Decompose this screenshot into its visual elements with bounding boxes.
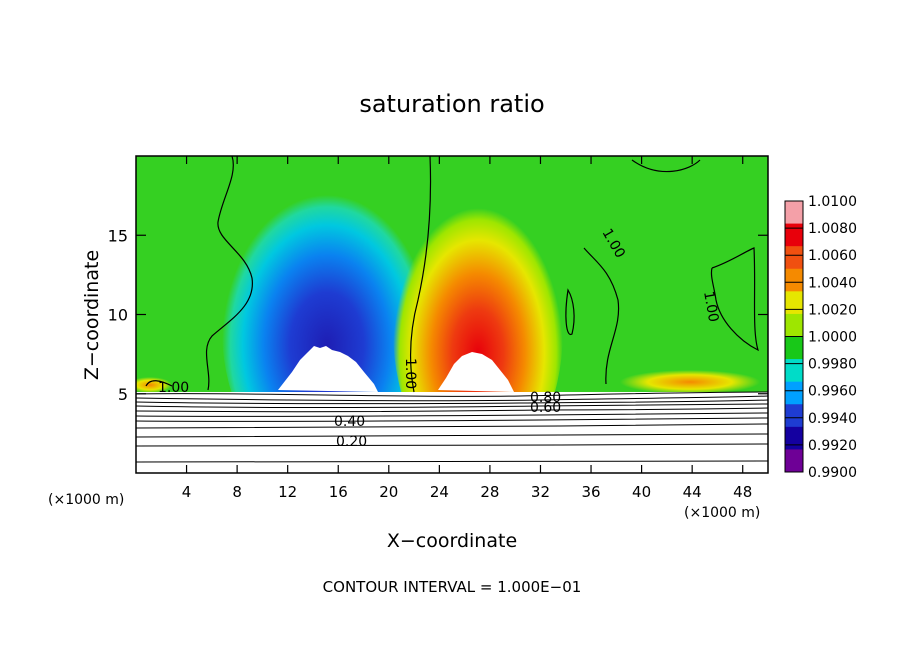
colorbar-swatch (785, 404, 803, 428)
contour-label: 0.80 (530, 390, 561, 406)
colorbar-swatch (785, 449, 803, 473)
colorbar-swatch (785, 381, 803, 405)
x-tick-label: 36 (581, 483, 600, 501)
y-tick-label: 5 (118, 385, 128, 404)
x-tick-label: 16 (329, 483, 348, 501)
colorbar-swatch (785, 313, 803, 337)
colorbar-label: 0.9960 (808, 384, 857, 400)
y-axis-ticks (136, 234, 768, 395)
x-axis-ticks (185, 156, 744, 473)
x-axis-tick-labels: 4 8 12 16 20 24 28 32 36 40 44 48 (182, 483, 752, 501)
y-axis-label: Z−coordinate (81, 250, 103, 380)
clipped-low-region (278, 346, 378, 392)
x-unit-label-left: (×1000 m) (48, 492, 124, 508)
colorbar-swatch (785, 246, 803, 270)
x-unit-label-right: (×1000 m) (684, 505, 760, 521)
contour-label: 1.00 (402, 358, 418, 389)
y-tick-label: 10 (108, 306, 128, 325)
x-tick-label: 12 (278, 483, 297, 501)
colorbar-label: 1.0000 (808, 330, 857, 346)
surface-moist-left (136, 377, 172, 393)
x-tick-label: 4 (182, 483, 192, 501)
chart-title: saturation ratio (359, 90, 544, 118)
y-axis-tick-labels: 5 10 15 (108, 226, 128, 404)
colorbar-swatch (785, 201, 803, 225)
contour-label: 0.40 (334, 414, 365, 430)
x-axis-label: X−coordinate (387, 530, 517, 552)
contours-1.00 (145, 156, 759, 393)
contour-label: 0.20 (336, 434, 367, 450)
colorbar-label: 0.9920 (808, 438, 857, 454)
x-tick-label: 8 (232, 483, 242, 501)
x-tick-label: 40 (632, 483, 651, 501)
contours-lower (136, 391, 768, 463)
colorbar-label: 1.0080 (808, 221, 857, 237)
colorbar-swatch (785, 291, 803, 315)
colorbar-swatch (785, 268, 803, 292)
contour-label: 0.60 (530, 400, 561, 416)
contour-label: 1.00 (700, 290, 721, 323)
x-tick-label: 24 (430, 483, 449, 501)
colorbar-label: 1.0100 (808, 194, 857, 210)
x-tick-label: 48 (733, 483, 752, 501)
y-tick-label: 15 (108, 226, 128, 245)
x-tick-label: 32 (531, 483, 550, 501)
colorbar-swatch (785, 359, 803, 383)
clipped-high-region (438, 352, 514, 392)
colorbar-label: 1.0060 (808, 248, 857, 264)
x-tick-label: 44 (683, 483, 702, 501)
contour-interval-note: CONTOUR INTERVAL = 1.000E−01 (323, 578, 582, 596)
colorbar-swatch (785, 426, 803, 450)
surface-moist-band (620, 370, 760, 394)
colorbar-label: 0.9900 (808, 465, 857, 481)
contour-label: 1.00 (158, 380, 189, 396)
plot-area (136, 156, 768, 473)
colorbar-labels: 1.0100 1.0080 1.0060 1.0040 1.0020 1.0000 0.99… (808, 194, 857, 481)
x-tick-label: 28 (480, 483, 499, 501)
colorbar (784, 200, 804, 473)
lower-layer (136, 392, 768, 473)
colorbar-swatch (785, 223, 803, 247)
colorbar-label: 1.0020 (808, 302, 857, 318)
colorbar-label: 0.9940 (808, 411, 857, 427)
colorbar-label: 1.0040 (808, 275, 857, 291)
x-tick-label: 20 (379, 483, 398, 501)
colorbar-label: 0.9980 (808, 357, 857, 373)
colorbar-swatch (785, 336, 803, 360)
